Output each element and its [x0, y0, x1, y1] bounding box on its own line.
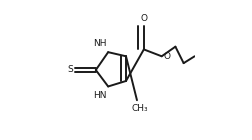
Text: O: O: [164, 52, 171, 61]
Text: S: S: [68, 66, 73, 74]
Text: NH: NH: [93, 39, 107, 48]
Text: CH₃: CH₃: [131, 104, 148, 113]
Text: O: O: [140, 14, 147, 23]
Text: HN: HN: [93, 91, 107, 100]
